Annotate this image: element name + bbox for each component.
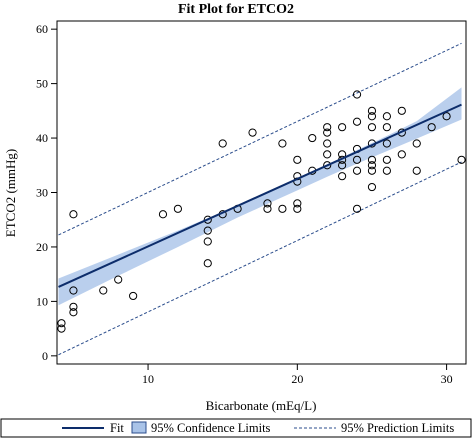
data-points <box>57 90 466 333</box>
data-point <box>203 226 212 235</box>
data-point <box>442 112 451 121</box>
data-point <box>352 166 362 175</box>
prediction-limit-upper <box>58 42 462 236</box>
x-tick-label: 10 <box>142 372 154 386</box>
legend-frame <box>0 418 472 438</box>
legend-prediction-label: 95% Prediction Limits <box>341 421 454 435</box>
data-point <box>203 259 212 268</box>
data-point <box>367 182 377 192</box>
data-point <box>412 139 421 148</box>
x-axis-ticks: 10 20 30 <box>142 364 453 386</box>
data-point <box>129 291 138 301</box>
chart-title: Fit Plot for ETCO2 <box>178 2 294 17</box>
data-point <box>323 161 332 170</box>
data-point <box>397 150 406 159</box>
y-tick-label: 40 <box>36 131 48 145</box>
data-point <box>158 210 168 219</box>
data-point <box>69 286 78 295</box>
data-point <box>352 90 362 99</box>
data-point <box>308 133 317 143</box>
data-point <box>382 112 391 121</box>
data-point <box>382 139 391 148</box>
y-tick-label: 50 <box>36 77 48 91</box>
legend: Fit 95% Confidence Limits 95% Prediction… <box>0 418 472 438</box>
legend-confidence-label: 95% Confidence Limits <box>151 421 271 435</box>
data-point <box>352 117 362 126</box>
data-point <box>293 155 302 164</box>
data-point <box>412 166 421 175</box>
y-axis-ticks: 0 10 20 30 40 50 60 <box>36 22 57 363</box>
data-point <box>69 308 78 317</box>
data-point <box>352 204 362 213</box>
data-point <box>323 128 332 137</box>
data-point <box>278 204 287 213</box>
data-point <box>57 324 66 333</box>
x-axis-label: Bicarbonate (mEq/L) <box>206 398 317 413</box>
plot-content <box>57 42 466 356</box>
data-point <box>382 166 391 175</box>
data-point <box>248 128 257 137</box>
data-point <box>114 275 123 284</box>
data-point <box>263 204 272 213</box>
data-point <box>278 139 287 148</box>
plot-frame <box>56 20 467 365</box>
data-point <box>352 155 362 164</box>
x-tick-label: 20 <box>291 372 303 386</box>
data-point <box>218 139 227 148</box>
data-point <box>338 123 347 132</box>
y-tick-label: 30 <box>36 186 48 200</box>
y-tick-label: 0 <box>42 349 48 363</box>
data-point <box>263 199 272 208</box>
legend-confidence-swatch <box>131 421 147 434</box>
data-point <box>382 123 391 132</box>
data-point <box>69 210 78 219</box>
data-point <box>367 166 377 175</box>
data-point <box>99 286 108 295</box>
fit-line <box>58 103 462 288</box>
data-point <box>367 155 377 164</box>
data-point <box>338 161 347 170</box>
data-point <box>427 123 436 132</box>
data-point <box>293 199 302 208</box>
y-tick-label: 10 <box>36 294 48 308</box>
legend-fit-label: Fit <box>110 421 124 435</box>
data-point <box>173 204 183 213</box>
data-point <box>323 123 332 132</box>
data-point <box>457 155 466 164</box>
data-point <box>338 172 347 181</box>
data-point <box>397 106 406 115</box>
y-tick-label: 60 <box>36 22 48 36</box>
y-tick-label: 20 <box>36 240 48 254</box>
data-point <box>203 215 212 224</box>
data-point <box>293 204 302 213</box>
data-point <box>367 123 377 132</box>
data-point <box>69 302 78 311</box>
data-point <box>323 139 332 148</box>
data-point <box>57 319 66 328</box>
data-point <box>367 106 377 115</box>
data-point <box>382 155 391 164</box>
x-tick-label: 30 <box>441 372 453 386</box>
prediction-limit-lower <box>58 161 462 356</box>
data-point <box>367 112 377 121</box>
data-point <box>367 161 377 170</box>
data-point <box>323 150 332 159</box>
data-point <box>203 237 212 246</box>
y-axis-label: ETCO2 (mmHg) <box>3 149 18 237</box>
